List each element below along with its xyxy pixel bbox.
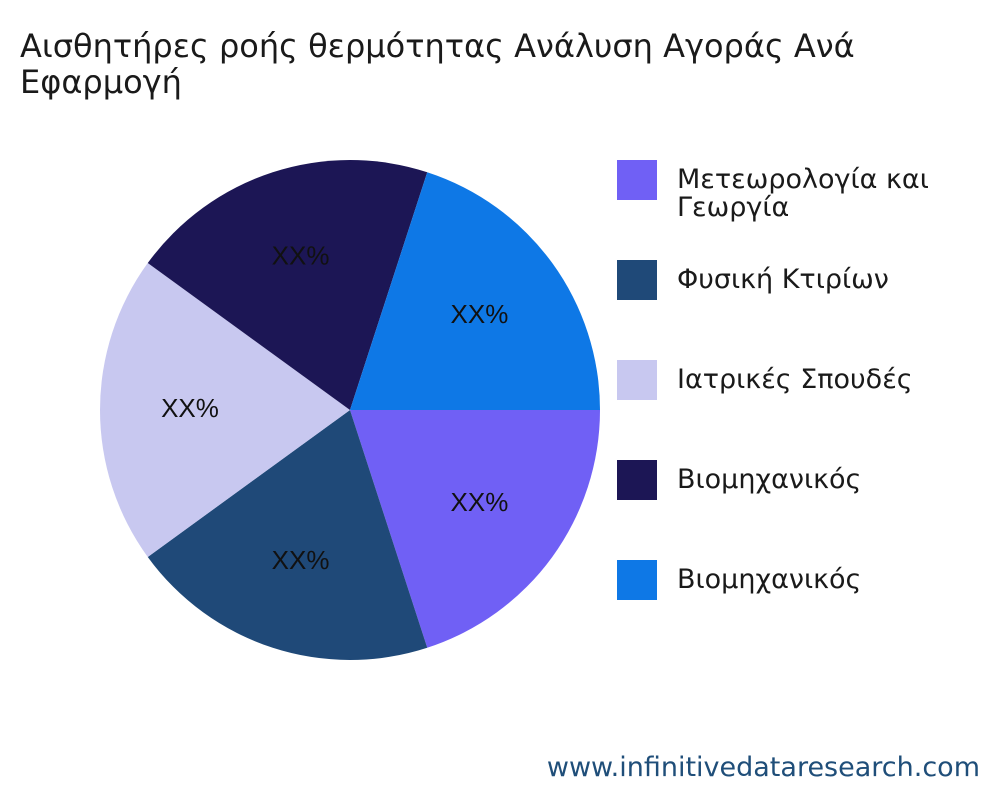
legend-label: Ιατρικές Σπουδές <box>677 364 913 395</box>
legend-item-2: Φυσική Κτιρίων <box>617 260 977 300</box>
legend-label: Μετεωρολογία και Γεωργία <box>677 164 929 223</box>
slice-label-5: XX% <box>451 299 509 329</box>
slice-label-4: XX% <box>272 241 330 271</box>
pie-slice-3 <box>100 263 350 557</box>
legend-label: Φυσική Κτιρίων <box>677 264 889 295</box>
legend-item-5: Βιομηχανικός <box>617 560 977 600</box>
legend-item-3: Ιατρικές Σπουδές <box>617 360 977 400</box>
legend-swatch <box>617 360 657 400</box>
pie-slice-2 <box>147 410 428 660</box>
pie-slice-1 <box>350 410 600 648</box>
slice-label-2: XX% <box>272 545 330 575</box>
legend-swatch <box>617 160 657 200</box>
slice-label-1: XX% <box>451 487 509 517</box>
legend-swatch <box>617 460 657 500</box>
pie-chart: XX% XX% XX% XX% XX% <box>100 160 600 660</box>
legend-item-4: Βιομηχανικός <box>617 460 977 500</box>
source-watermark: www.infinitivedataresearch.com <box>546 752 980 783</box>
legend-swatch <box>617 560 657 600</box>
legend-item-1: Μετεωρολογία και Γεωργία <box>617 160 977 222</box>
legend-swatch <box>617 260 657 300</box>
pie-slice-4 <box>147 160 428 410</box>
pie-slice-5 <box>350 172 600 410</box>
chart-title: Αισθητήρες ροής θερμότητας Ανάλυση Αγορά… <box>20 27 855 101</box>
slice-label-3: XX% <box>161 393 219 423</box>
legend-label: Βιομηχανικός <box>677 564 862 595</box>
legend-label: Βιομηχανικός <box>677 464 862 495</box>
